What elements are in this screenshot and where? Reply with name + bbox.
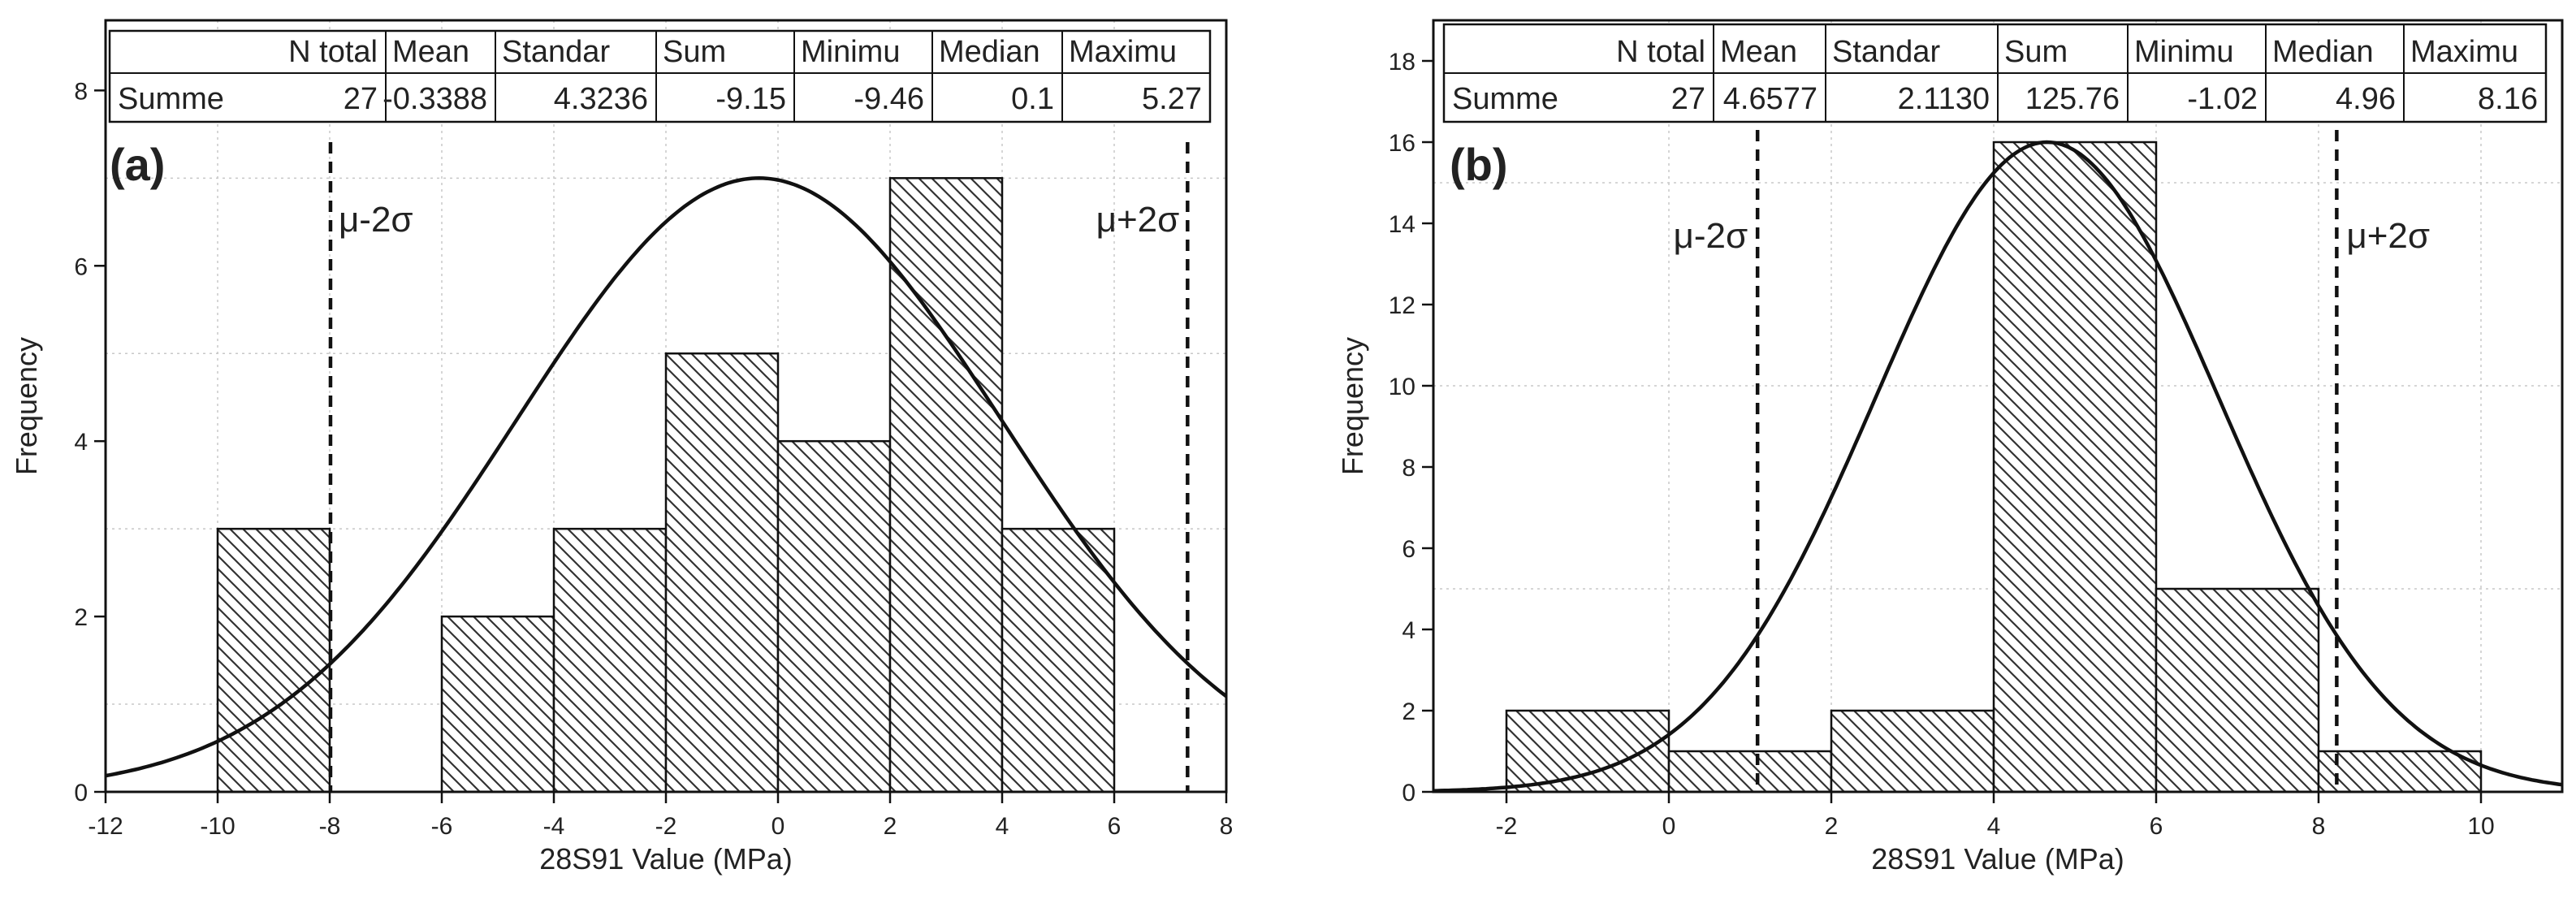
normal-curve [105,176,1228,778]
x-tick-label: -12 [88,813,123,840]
x-tick-label: 4 [1987,813,2001,840]
y-tick-label: 0 [74,780,88,806]
x-tick-label: -6 [431,813,453,840]
x-tick-label: -2 [655,813,677,840]
x-tick-label: 6 [2150,813,2163,840]
stats-table-frame [108,29,1212,123]
histogram-bar [1667,750,1833,793]
histogram-bar [2155,587,2320,793]
stats-header-cell: Sum [2004,35,2068,69]
histogram-bar [664,352,780,793]
stats-table: N total Mean Standar Sum Minimu Median Maximu S… [1442,23,2548,123]
stats-header-cell: Mean [1720,35,1797,69]
sigma-label: μ+2σ [2346,216,2430,256]
x-tick-label: 0 [772,813,785,840]
y-tick-label: 4 [74,429,88,456]
chart-panel-a: μ-2σ μ+2σ -12 -10 -8 -6 -4 -2 0 2 4 6 8 0 2 4 6 8 28S91 Va… [10,19,1234,876]
histogram-bar [2317,750,2483,793]
stats-value-cell: 5.27 [1142,82,1202,116]
stats-header-cell: Maximu [1069,35,1177,69]
y-tick-label: 16 [1389,130,1416,157]
histogram-bar [888,177,1004,793]
stats-value-cell: 4.3236 [554,82,648,116]
x-axis-label: 28S91 Value (MPa) [539,842,793,876]
y-tick-label: 0 [1402,780,1416,806]
panel-label: (b) [1450,139,1508,190]
x-tick-label: 0 [1662,813,1676,840]
histogram-bar [552,527,668,793]
y-axis-label: Frequency [1336,337,1369,475]
histogram-bar [776,439,892,793]
stats-table: N total Mean Standar Sum Minimu Median Maximu S… [108,29,1212,123]
stats-value-cell: -9.46 [854,82,924,116]
sigma-label: μ-2σ [339,200,413,240]
histogram-bar [1830,709,1995,793]
x-tick-label: -8 [319,813,341,840]
normal-curve [1433,140,2563,793]
x-tick-label: 4 [996,813,1009,840]
x-tick-label: 2 [1825,813,1839,840]
y-tick-label: 2 [74,604,88,631]
y-tick-label: 18 [1389,49,1416,76]
y-axis-label: Frequency [10,337,43,475]
stats-value-cell: 8.16 [2478,82,2538,116]
stats-header-cell: Sum [663,35,726,69]
stats-value-cell: -9.15 [715,82,786,116]
sigma-label: μ+2σ [1096,200,1180,240]
y-tick-label: 8 [1402,455,1416,482]
stats-header-cell: Mean [392,35,469,69]
x-axis-label: 28S91 Value (MPa) [1871,842,2124,876]
y-tick-label: 10 [1389,374,1416,400]
stats-value-cell: 0.1 [1011,82,1054,116]
y-tick-label: 6 [1402,536,1416,563]
stats-value-cell: 27 [344,82,378,116]
x-tick-label: -4 [543,813,565,840]
x-tick-label: 10 [2467,813,2494,840]
stats-header-cell: Minimu [801,35,900,69]
stats-value-cell: 27 [1671,82,1705,116]
stats-value-cell: -0.3388 [383,82,487,116]
y-tick-label: 8 [74,78,88,105]
stats-row-label: Summe [118,82,224,116]
stats-value-cell: 4.6577 [1723,82,1817,116]
stats-header-cell: Minimu [2134,35,2233,69]
y-tick-label: 6 [74,253,88,280]
histogram-bar [216,527,331,793]
x-tick-label: 8 [2312,813,2326,840]
stats-header-cell: Median [2272,35,2374,69]
x-tick-label: -10 [200,813,235,840]
stats-row-label: Summe [1452,82,1558,116]
stats-header-cell: Median [939,35,1040,69]
y-tick-label: 14 [1389,211,1416,238]
x-tick-label: -2 [1496,813,1518,840]
stats-header-cell: N total [1616,35,1705,69]
x-tick-label: 2 [884,813,897,840]
stats-value-cell: 125.76 [2025,82,2120,116]
panel-label: (a) [110,139,165,190]
stats-value-cell: 2.1130 [1898,82,1990,116]
histogram-bar [1505,709,1671,793]
stats-header-cell: Maximu [2410,35,2518,69]
plot-frame [1432,19,2564,793]
y-tick-label: 2 [1402,698,1416,725]
histogram-bar [1001,527,1116,793]
y-tick-label: 4 [1402,617,1416,644]
x-tick-label: 8 [1220,813,1234,840]
stats-header-cell: Standar [1832,35,1940,69]
stats-header-cell: Standar [502,35,610,69]
sigma-label: μ-2σ [1674,216,1748,256]
stats-value-cell: 4.96 [2336,82,2396,116]
chart-panel-b: μ-2σ μ+2σ -2 0 2 4 6 8 10 0 2 4 6 8 10 12 14 16 18 28S91 Va… [1336,19,2564,876]
histogram-bar [1992,141,2158,793]
stats-header-cell: N total [288,35,378,69]
y-tick-label: 12 [1389,292,1416,319]
stats-value-cell: -1.02 [2187,82,2258,116]
x-tick-label: 6 [1108,813,1122,840]
histogram-bar [440,615,555,793]
